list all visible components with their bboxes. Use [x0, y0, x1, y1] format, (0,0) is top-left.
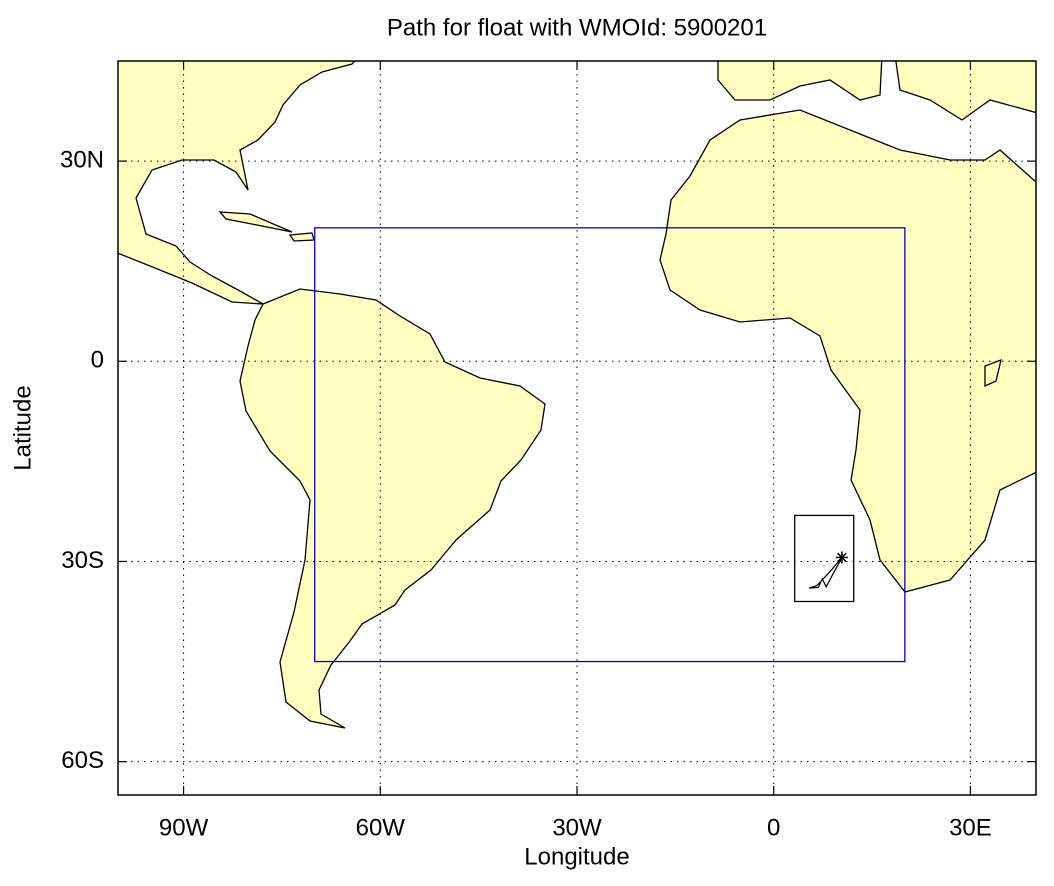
x-tick-label: 30E: [949, 814, 992, 841]
axes: 90W 60W 30W 0 30E 30N 0 30S 60S: [60, 61, 1036, 841]
region-box: [794, 514, 855, 603]
region-box: [314, 227, 906, 663]
float-track: [808, 557, 843, 589]
x-tick-label: 90W: [159, 814, 209, 841]
hispaniola: [288, 232, 315, 242]
north-america: [118, 61, 356, 305]
europe-west: [717, 61, 883, 101]
x-tick-label: 30W: [552, 814, 602, 841]
x-tick-label: 60W: [356, 814, 406, 841]
y-tick-label: 0: [91, 347, 104, 374]
y-tick-label: 30S: [61, 547, 104, 574]
overlays: [314, 227, 906, 663]
africa: [659, 109, 1036, 593]
marker-stroke: [837, 552, 847, 563]
cuba: [218, 211, 293, 233]
y-tick-label: 60S: [61, 747, 104, 774]
x-axis-label: Longitude: [524, 843, 629, 870]
madagascar: [984, 358, 1002, 388]
x-tick-label: 0: [767, 814, 780, 841]
y-axis-label: Latitude: [9, 385, 36, 470]
y-tick-label: 30N: [60, 146, 104, 173]
grid: [118, 61, 1036, 795]
europe-east: [895, 61, 1036, 121]
start-marker: [835, 551, 848, 564]
coastlines: [118, 61, 1036, 729]
south-america: [239, 288, 546, 729]
map-title: Path for float with WMOId: 5900201: [387, 14, 767, 41]
